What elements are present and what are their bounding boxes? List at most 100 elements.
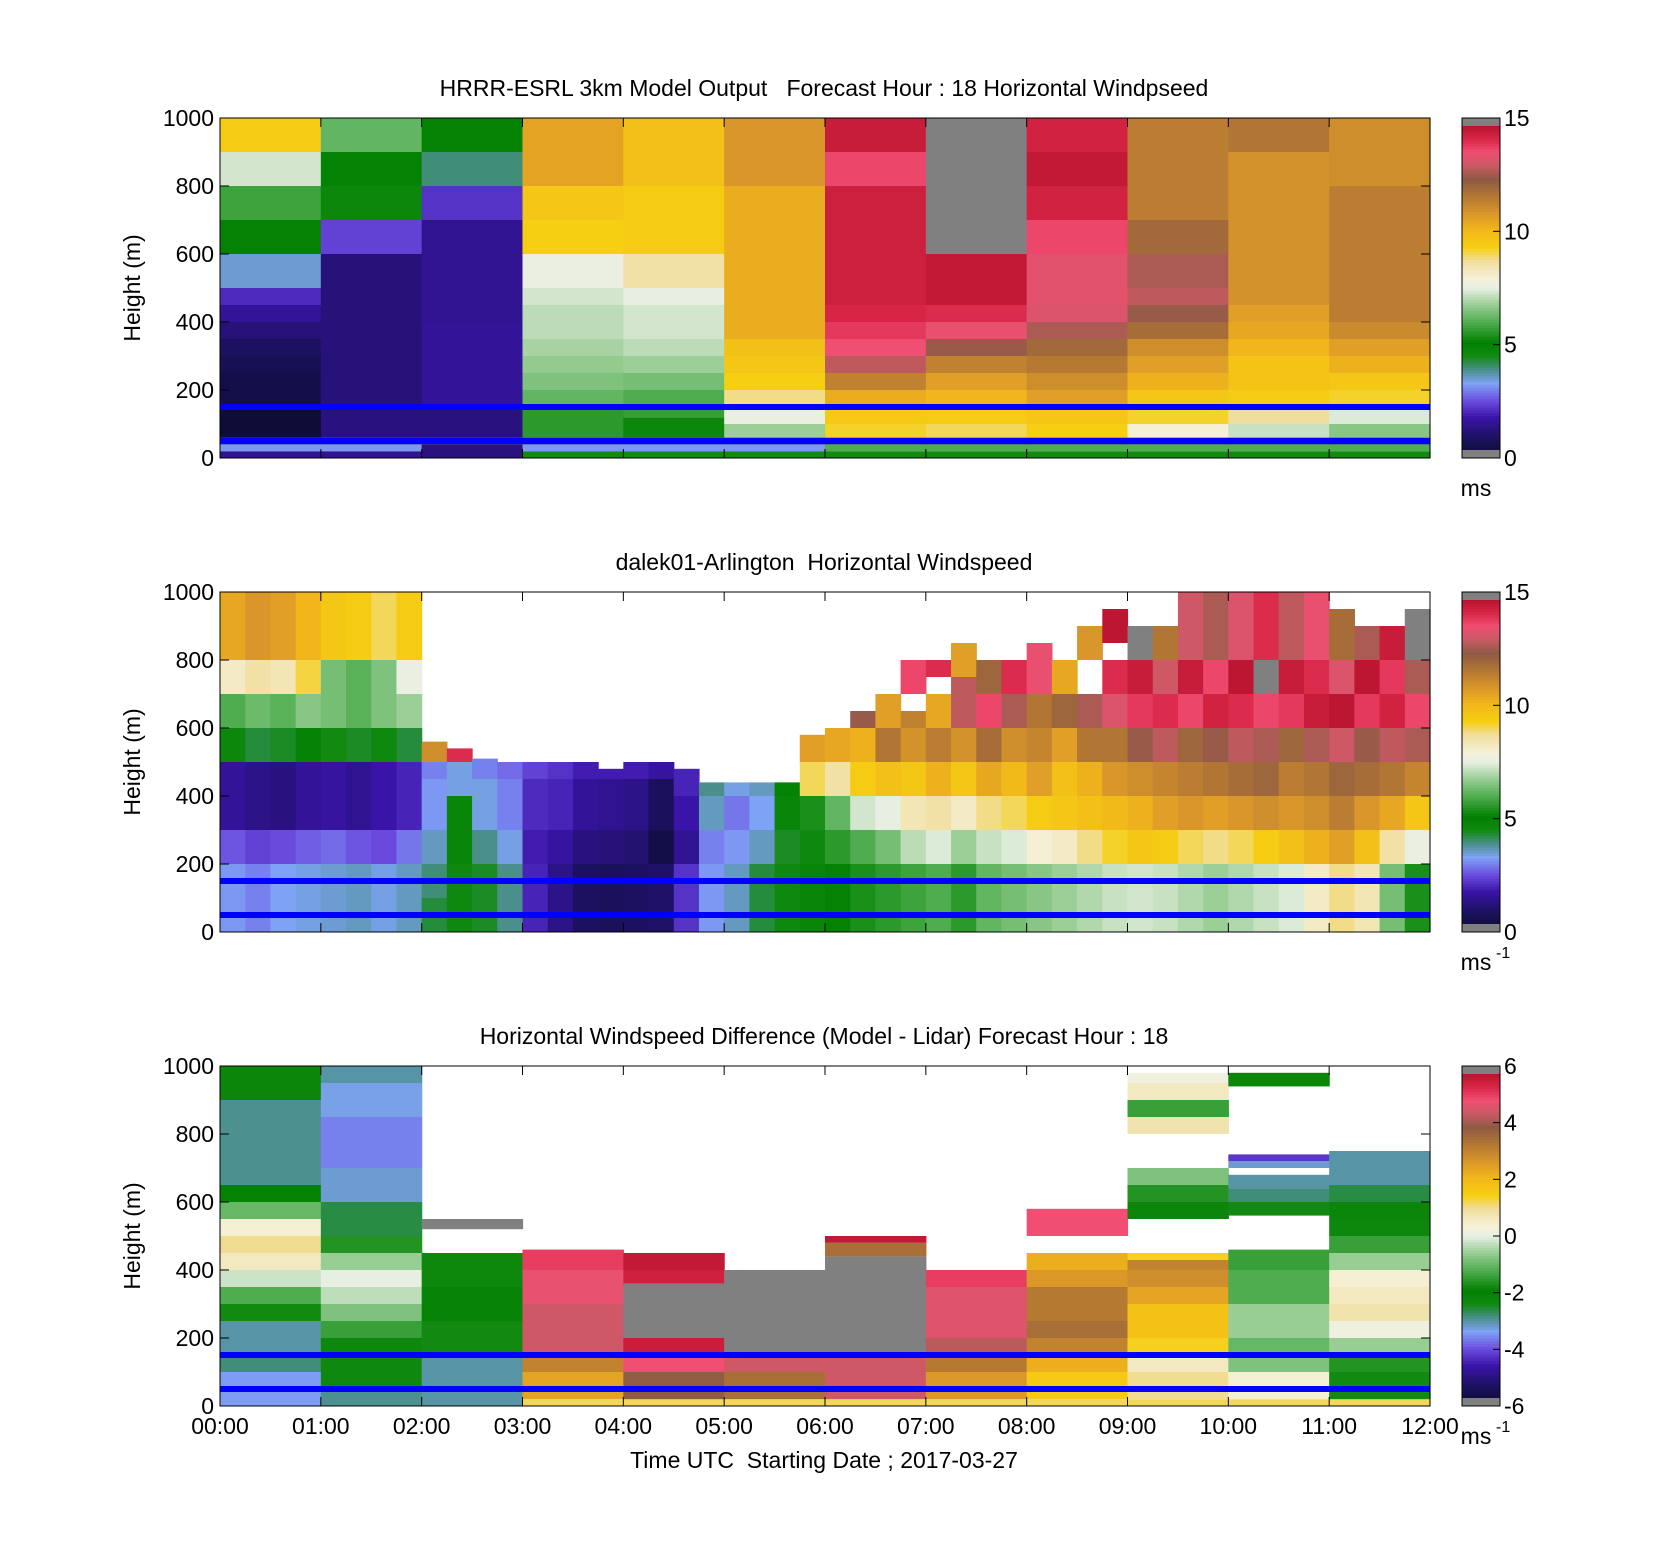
- heatmap-cell: [724, 118, 826, 186]
- colorbar-segment: [1462, 1077, 1500, 1081]
- colorbar-segment: [1462, 756, 1500, 760]
- colorbar-segment: [1462, 225, 1500, 229]
- heatmap-cell: [774, 796, 801, 830]
- heatmap-cell: [1228, 592, 1255, 660]
- colorbar-segment: [1462, 384, 1500, 388]
- colorbar-segment: [1462, 1270, 1500, 1274]
- colorbar-segment: [1462, 163, 1500, 167]
- x-tick-label: 01:00: [292, 1413, 350, 1439]
- heatmap-cell: [220, 1355, 322, 1372]
- colorbar-segment: [1462, 1284, 1500, 1288]
- heatmap-cell: [951, 796, 977, 830]
- heatmap-cell: [1228, 830, 1255, 864]
- colorbar-segment: [1462, 824, 1500, 828]
- heatmap-cell: [1329, 1321, 1431, 1338]
- colorbar-segment: [1462, 429, 1500, 433]
- colorbar-segment: [1462, 265, 1500, 269]
- heatmap-cell: [1127, 339, 1229, 356]
- y-tick-label: 600: [176, 1189, 214, 1215]
- heatmap-cell: [648, 830, 675, 864]
- heatmap-cell: [825, 1256, 927, 1355]
- heatmap-cell: [522, 373, 624, 390]
- colorbar-unit: ms: [1461, 949, 1492, 975]
- heatmap-cell: [825, 444, 927, 452]
- heatmap-cell: [220, 1219, 322, 1236]
- colorbar-segment: [1462, 299, 1500, 303]
- colorbar-over-cap: [1462, 118, 1500, 126]
- heatmap-cell: [1203, 728, 1229, 762]
- heatmap-cell: [648, 864, 675, 932]
- heatmap-cell: [900, 830, 927, 864]
- heatmap-cell: [1329, 322, 1431, 339]
- heatmap-cell: [825, 373, 927, 390]
- heatmap-cell: [673, 830, 700, 864]
- heatmap-cell: [1228, 356, 1330, 390]
- colorbar-segment: [1462, 418, 1500, 422]
- heatmap-cell: [320, 444, 423, 452]
- colorbar-segment: [1462, 628, 1500, 633]
- x-tick-label: 04:00: [595, 1413, 653, 1439]
- colorbar-segment: [1462, 160, 1500, 164]
- colorbar-segment: [1462, 152, 1500, 156]
- heatmap-cell: [1278, 694, 1305, 728]
- heatmap-cell: [1026, 220, 1129, 254]
- colorbar-segment: [1462, 1352, 1500, 1356]
- colorbar-segment: [1462, 691, 1500, 695]
- heatmap-cell: [925, 796, 952, 830]
- y-tick-label: 800: [176, 1121, 214, 1147]
- heatmap-cell: [698, 864, 725, 932]
- heatmap-cell: [396, 830, 423, 864]
- colorbar-segment: [1462, 387, 1500, 391]
- colorbar-segment: [1462, 830, 1500, 834]
- colorbar-segment: [1462, 375, 1500, 380]
- colorbar-segment: [1462, 412, 1500, 416]
- colorbar-segment: [1462, 1346, 1500, 1350]
- heatmap-cell: [320, 254, 423, 407]
- heatmap-cell: [522, 288, 624, 305]
- heatmap-cell: [1228, 118, 1330, 152]
- heatmap-cell: [1329, 1236, 1431, 1253]
- heatmap-cell: [572, 830, 599, 864]
- heatmap-cell: [346, 762, 372, 830]
- colorbar-segment: [1462, 668, 1500, 672]
- heatmap-cell: [1253, 762, 1280, 796]
- heatmap-cell: [976, 694, 1003, 728]
- colorbar-segment: [1462, 875, 1500, 879]
- heatmap-cell: [572, 762, 599, 779]
- heatmap-cell: [320, 1117, 423, 1168]
- heatmap-cell: [1329, 1270, 1431, 1287]
- heatmap-cell: [245, 830, 272, 864]
- heatmap-cell: [1001, 864, 1028, 932]
- heatmap-cell: [1253, 830, 1280, 864]
- colorbar-segment: [1462, 855, 1500, 859]
- heatmap-cell: [1278, 660, 1305, 694]
- colorbar-segment: [1462, 324, 1500, 329]
- heatmap-cell: [1303, 728, 1330, 762]
- heatmap-cell: [1026, 444, 1129, 452]
- colorbar-segment: [1462, 1338, 1500, 1342]
- colorbar-segment: [1462, 1179, 1500, 1183]
- heatmap-cell: [1354, 626, 1381, 660]
- y-tick-label: 0: [201, 1393, 214, 1419]
- colorbar-segment: [1462, 1216, 1500, 1220]
- colorbar-segment: [1462, 1176, 1500, 1180]
- colorbar-segment: [1462, 421, 1500, 425]
- colorbar-segment: [1462, 1102, 1500, 1107]
- heatmap-cell: [547, 830, 574, 864]
- heatmap-cell: [320, 220, 423, 254]
- heatmap-cell: [925, 356, 1028, 373]
- colorbar-segment: [1462, 844, 1500, 848]
- colorbar-segment: [1462, 694, 1500, 698]
- colorbar-segment: [1462, 293, 1500, 297]
- colorbar-tick-label: 15: [1504, 105, 1530, 131]
- colorbar-segment: [1462, 1250, 1500, 1254]
- colorbar-segment: [1462, 1131, 1500, 1135]
- heatmap-cell: [270, 864, 297, 932]
- heatmap-cell: [1354, 864, 1381, 932]
- colorbar-segment: [1462, 1383, 1500, 1387]
- x-tick-label: 09:00: [1099, 1413, 1157, 1439]
- heatmap-cell: [1228, 728, 1255, 762]
- heatmap-cell: [1354, 762, 1381, 796]
- colorbar-segment: [1462, 1100, 1500, 1104]
- colorbar-segment: [1462, 1315, 1500, 1319]
